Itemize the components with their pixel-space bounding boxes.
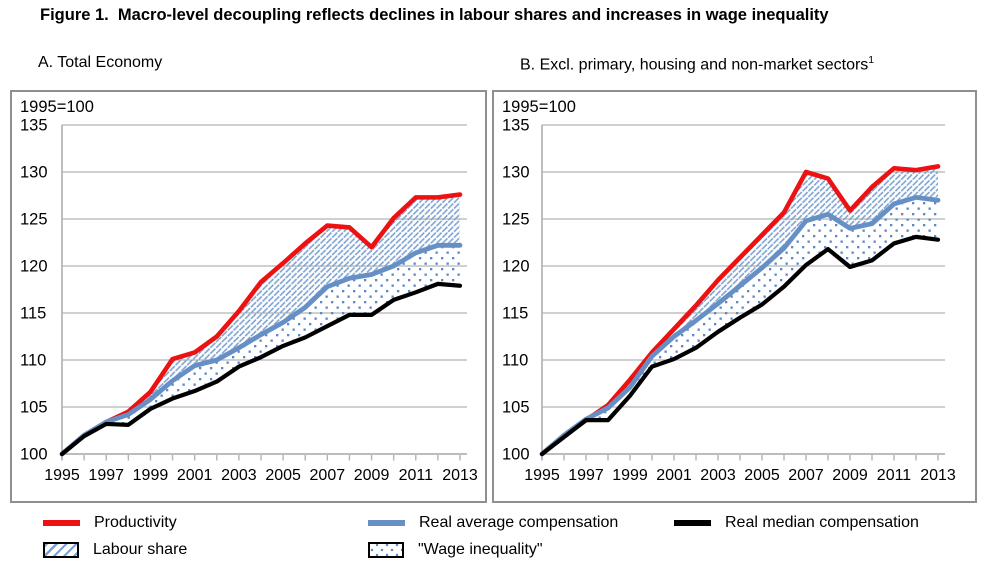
panel-a-plot: 1995=100 100 105 110 115 120 125 130 135 1995 1997… — [10, 90, 487, 503]
panel-b-subtitle-text: B. Excl. primary, housing and non-market… — [520, 56, 869, 74]
svg-text:2005: 2005 — [265, 467, 301, 484]
legend-item-labour-share: Labour share — [43, 540, 187, 560]
legend-label-real-average: Real average compensation — [419, 514, 619, 531]
svg-text:105: 105 — [20, 399, 48, 417]
svg-text:120: 120 — [20, 258, 48, 276]
svg-text:1995: 1995 — [524, 467, 560, 484]
svg-text:2011: 2011 — [399, 467, 434, 484]
svg-text:100: 100 — [20, 446, 48, 464]
panel-a-subtitle-text: A. Total Economy — [38, 54, 163, 71]
svg-text:2009: 2009 — [354, 467, 390, 484]
svg-text:1999: 1999 — [612, 467, 648, 484]
svg-text:2001: 2001 — [656, 467, 692, 484]
productivity-line-swatch — [43, 520, 80, 526]
wage-inequality-dots-swatch — [368, 542, 404, 558]
panel-b-subtitle: B. Excl. primary, housing and non-market… — [520, 54, 874, 74]
svg-text:1997: 1997 — [568, 467, 604, 484]
labour-share-hatch-swatch — [43, 542, 79, 558]
legend-item-productivity: Productivity — [43, 513, 177, 533]
svg-text:130: 130 — [20, 164, 48, 182]
svg-text:2001: 2001 — [177, 467, 213, 484]
legend-item-wage-inequality: "Wage inequality" — [368, 540, 543, 560]
legend-label-wage-inequality: "Wage inequality" — [418, 541, 543, 558]
svg-text:125: 125 — [20, 211, 48, 229]
svg-text:105: 105 — [502, 399, 530, 417]
svg-text:115: 115 — [502, 305, 528, 323]
legend-label-productivity: Productivity — [94, 514, 177, 531]
svg-text:1999: 1999 — [133, 467, 169, 484]
panel-b-footnote-marker: 1 — [868, 54, 875, 66]
svg-text:2013: 2013 — [442, 467, 478, 484]
svg-text:1995: 1995 — [44, 467, 80, 484]
svg-text:120: 120 — [502, 258, 530, 276]
svg-text:2005: 2005 — [744, 467, 780, 484]
svg-text:110: 110 — [20, 352, 46, 370]
svg-text:1995=100: 1995=100 — [502, 98, 576, 116]
svg-text:2007: 2007 — [310, 467, 346, 484]
svg-text:2013: 2013 — [920, 467, 956, 484]
real-median-line-swatch — [674, 520, 711, 526]
svg-text:130: 130 — [502, 164, 530, 182]
svg-text:125: 125 — [502, 211, 530, 229]
panel-a-chart: 1995=100 100 105 110 115 120 125 130 135 1995 1997… — [10, 90, 487, 503]
legend-label-labour-share: Labour share — [93, 541, 188, 558]
panel-a-subtitle: A. Total Economy — [38, 54, 162, 72]
svg-text:2007: 2007 — [788, 467, 824, 484]
svg-text:2011: 2011 — [877, 467, 912, 484]
panel-b-plot: 1995=100 100 105 110 115 120 125 130 135 1995 1997… — [492, 90, 977, 503]
panel-b-chart: 1995=100 100 105 110 115 120 125 130 135 1995 1997… — [492, 90, 977, 503]
real-average-line-swatch — [368, 520, 405, 526]
legend-item-real-median-compensation: Real median compensation — [674, 513, 919, 533]
svg-text:110: 110 — [502, 352, 528, 370]
svg-text:1995=100: 1995=100 — [20, 98, 94, 116]
svg-text:2003: 2003 — [700, 467, 736, 484]
svg-text:2009: 2009 — [832, 467, 868, 484]
svg-text:115: 115 — [20, 305, 46, 323]
legend-label-real-median: Real median compensation — [725, 514, 919, 531]
svg-text:100: 100 — [502, 446, 530, 464]
svg-text:135: 135 — [20, 117, 48, 135]
svg-text:135: 135 — [502, 117, 530, 135]
legend-item-real-average-compensation: Real average compensation — [368, 513, 618, 533]
figure-title: Figure 1. Macro-level decoupling reflect… — [40, 6, 829, 24]
svg-text:2003: 2003 — [221, 467, 257, 484]
svg-text:1997: 1997 — [88, 467, 124, 484]
